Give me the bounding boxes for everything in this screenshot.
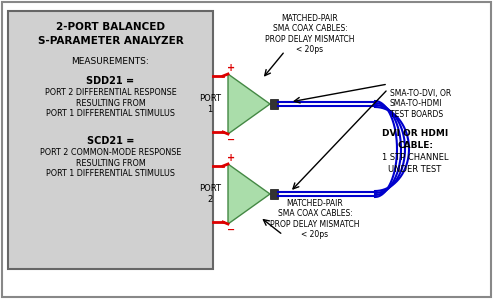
Text: PORT
2: PORT 2 <box>199 184 221 204</box>
Polygon shape <box>228 74 270 134</box>
Text: UNDER TEST: UNDER TEST <box>388 166 442 175</box>
Text: +: + <box>227 153 235 163</box>
Text: PORT 2 COMMON-MODE RESPONSE
RESULTING FROM
PORT 1 DIFFERENTIAL STIMULUS: PORT 2 COMMON-MODE RESPONSE RESULTING FR… <box>40 148 181 178</box>
Text: +: + <box>227 63 235 73</box>
Text: MATCHED-PAIR
SMA COAX CABLES:
PROP DELAY MISMATCH
< 20ps: MATCHED-PAIR SMA COAX CABLES: PROP DELAY… <box>265 14 355 54</box>
Text: DVI OR HDMI: DVI OR HDMI <box>382 129 448 138</box>
Text: PORT
1: PORT 1 <box>199 94 221 114</box>
Bar <box>8 11 213 269</box>
Bar <box>270 99 278 109</box>
Bar <box>270 189 278 199</box>
Text: SCD21 =: SCD21 = <box>87 136 134 146</box>
Text: MEASUREMENTS:: MEASUREMENTS: <box>71 57 149 66</box>
Text: MATCHED-PAIR
SMA COAX CABLES:
PROP DELAY MISMATCH
< 20ps: MATCHED-PAIR SMA COAX CABLES: PROP DELAY… <box>270 199 360 239</box>
Text: PORT 2 DIFFERENTIAL RESPONSE
RESULTING FROM
PORT 1 DIFFERENTIAL STIMULUS: PORT 2 DIFFERENTIAL RESPONSE RESULTING F… <box>45 88 176 118</box>
Text: SDD21 =: SDD21 = <box>86 76 135 86</box>
Text: CABLE:: CABLE: <box>397 141 433 150</box>
Polygon shape <box>228 164 270 224</box>
Text: 1 STP CHANNEL: 1 STP CHANNEL <box>382 153 448 162</box>
Text: S-PARAMETER ANALYZER: S-PARAMETER ANALYZER <box>37 36 183 46</box>
Text: SMA-TO-DVI, OR
SMA-TO-HDMI
TEST BOARDS: SMA-TO-DVI, OR SMA-TO-HDMI TEST BOARDS <box>390 89 451 119</box>
Text: −: − <box>227 135 235 145</box>
Text: 2-PORT BALANCED: 2-PORT BALANCED <box>56 22 165 32</box>
Text: −: − <box>227 225 235 235</box>
